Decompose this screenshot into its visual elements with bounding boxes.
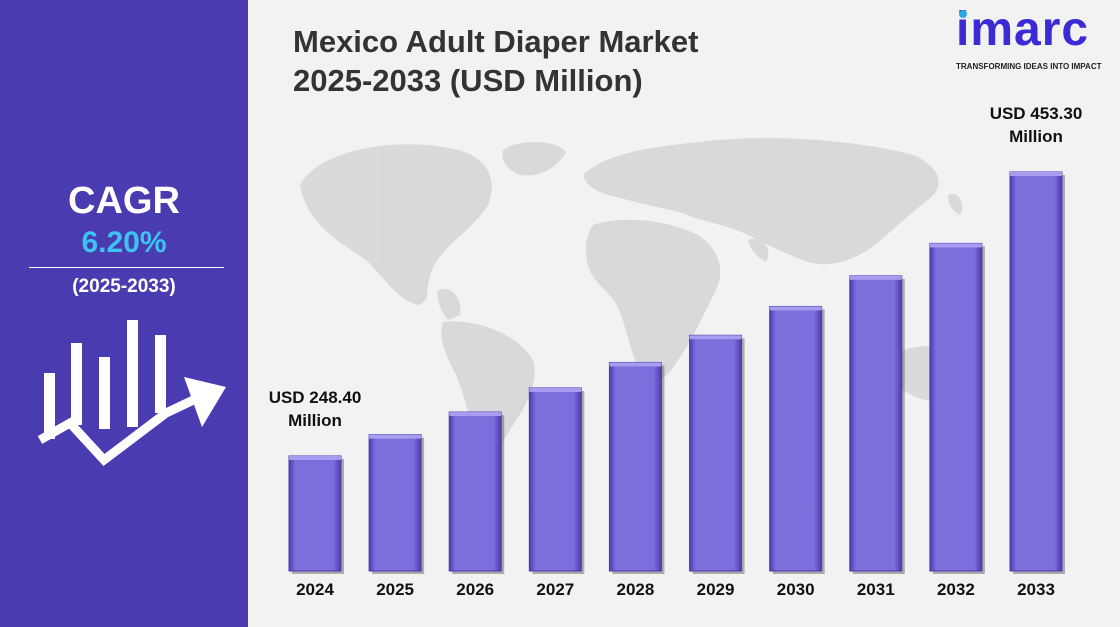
logo-tagline: TRANSFORMING IDEAS INTO IMPACT bbox=[956, 62, 1102, 71]
chart-area: Mexico Adult Diaper Market 2025-2033 (US… bbox=[248, 0, 1120, 627]
callout-value: USD 453.30 bbox=[989, 104, 1083, 123]
bar-cap bbox=[529, 387, 582, 392]
bar-2029 bbox=[689, 334, 743, 572]
bar-cap bbox=[369, 434, 422, 439]
x-tick-label: 2032 bbox=[936, 580, 975, 599]
logo-wordmark: imarc bbox=[956, 3, 1090, 56]
bar-2026 bbox=[448, 411, 502, 572]
cagr-value: 6.20% bbox=[81, 226, 167, 259]
x-tick-label: 2024 bbox=[296, 580, 334, 599]
x-tick-label: 2030 bbox=[776, 580, 815, 599]
bar-cap bbox=[1010, 172, 1062, 176]
chart-title-line2: 2025-2033 (USD Million) bbox=[293, 63, 643, 98]
chart-canvas bbox=[288, 138, 1065, 574]
bar-2031 bbox=[849, 275, 903, 572]
x-tick-label: 2031 bbox=[856, 580, 895, 599]
cagr-divider bbox=[29, 267, 224, 268]
bar-cap bbox=[689, 335, 742, 340]
cagr-label: CAGR bbox=[68, 180, 180, 222]
x-tick-label: 2029 bbox=[696, 580, 735, 599]
bar-cap bbox=[449, 412, 502, 417]
imarc-logo: imarc TRANSFORMING IDEAS INTO IMPACT bbox=[954, 3, 1104, 74]
value-callout: USD 248.40 Million bbox=[255, 386, 375, 432]
bar-2033 bbox=[1009, 171, 1063, 572]
callout-value: USD 248.40 bbox=[268, 388, 362, 407]
x-tick-label: 2028 bbox=[616, 580, 655, 599]
bar-cap bbox=[609, 362, 662, 367]
bar-2025 bbox=[368, 434, 422, 572]
callout-unit: Million bbox=[1009, 127, 1063, 146]
bar-cap bbox=[769, 306, 822, 311]
chart-title-line1: Mexico Adult Diaper Market bbox=[293, 24, 699, 59]
bar-2027 bbox=[528, 387, 582, 572]
x-tick-label: 2027 bbox=[536, 580, 575, 599]
bar-cap bbox=[849, 275, 902, 280]
sidebar-panel: CAGR 6.20% (2025-2033) bbox=[0, 0, 248, 627]
bar-cap bbox=[929, 243, 982, 248]
callout-unit: Million bbox=[288, 411, 342, 430]
bar-2032 bbox=[929, 242, 983, 572]
bar-growth-arrow-icon bbox=[37, 320, 226, 467]
bar-2030 bbox=[769, 305, 823, 572]
bar-2024 bbox=[288, 455, 342, 572]
bar-cap bbox=[289, 456, 341, 460]
x-tick-label: 2033 bbox=[1017, 580, 1055, 599]
cagr-period: (2025-2033) bbox=[72, 276, 176, 297]
bars-layer bbox=[288, 171, 1065, 574]
x-tick-label: 2026 bbox=[456, 580, 495, 599]
chart-title: Mexico Adult Diaper Market 2025-2033 (US… bbox=[293, 22, 698, 100]
x-tick-label: 2025 bbox=[376, 580, 415, 599]
bar-2028 bbox=[608, 361, 662, 572]
logo-dot bbox=[959, 10, 967, 18]
value-callout: USD 453.30 Million bbox=[976, 102, 1096, 148]
